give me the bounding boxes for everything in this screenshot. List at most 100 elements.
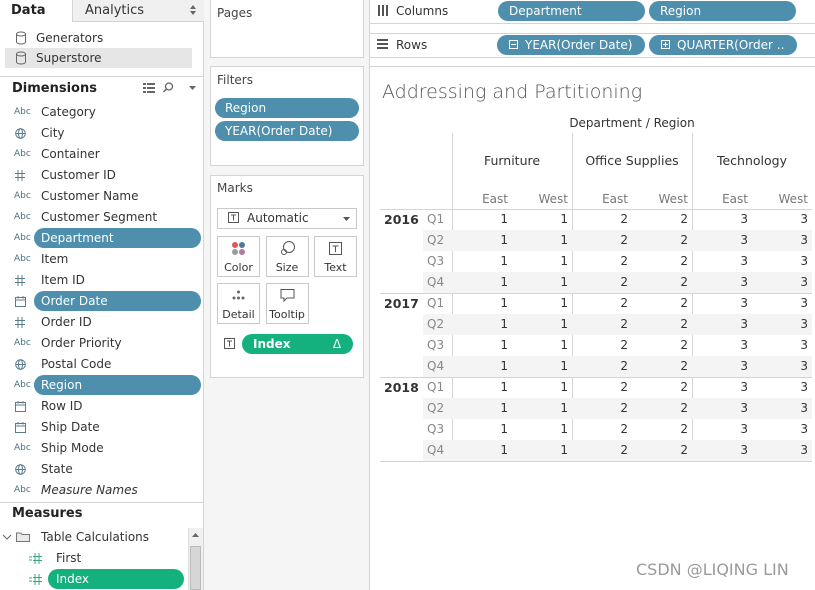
table-cell: 2 bbox=[680, 359, 688, 373]
dimension-field[interactable]: Order Priority bbox=[41, 336, 122, 350]
table-cell: 1 bbox=[500, 254, 508, 268]
horizontal-divider bbox=[380, 377, 812, 378]
type-icon-abc: Abc bbox=[14, 380, 31, 390]
filter-pill[interactable]: Region bbox=[215, 98, 359, 118]
row-band bbox=[423, 314, 812, 335]
table-cell: 2 bbox=[620, 401, 628, 415]
type-icon-geo bbox=[15, 359, 26, 370]
dimension-field[interactable]: Ship Mode bbox=[41, 441, 104, 455]
table-cell: 1 bbox=[560, 212, 568, 226]
measures-title: Measures bbox=[12, 506, 83, 521]
table-cell: 1 bbox=[560, 317, 568, 331]
table-cell: 1 bbox=[500, 422, 508, 436]
quarter-label: Q2 bbox=[427, 317, 445, 331]
table-cell: 2 bbox=[680, 422, 688, 436]
type-icon-date bbox=[15, 296, 26, 307]
dimension-field[interactable]: Postal Code bbox=[41, 357, 112, 371]
table-cell: 3 bbox=[800, 233, 808, 247]
type-icon-abc: Abc bbox=[14, 338, 31, 348]
quarter-label: Q4 bbox=[427, 359, 445, 373]
table-cell: 2 bbox=[620, 254, 628, 268]
separator bbox=[0, 502, 204, 503]
dimension-field[interactable]: Customer Name bbox=[41, 189, 139, 203]
dimension-field[interactable]: Ship Date bbox=[41, 420, 100, 434]
mark-button[interactable] bbox=[217, 283, 260, 324]
table-cell: 3 bbox=[740, 443, 748, 457]
mark-pill[interactable] bbox=[242, 334, 353, 354]
dimension-pill bbox=[34, 228, 201, 248]
dimension-field[interactable]: Department bbox=[41, 231, 114, 245]
table-cell: 3 bbox=[800, 422, 808, 436]
mark-type-icon bbox=[228, 212, 239, 223]
dimension-field[interactable]: Order Date bbox=[41, 294, 108, 308]
dimension-field[interactable]: Item bbox=[41, 252, 69, 266]
expand-icon bbox=[661, 40, 670, 49]
quarter-label: Q2 bbox=[427, 401, 445, 415]
vertical-divider bbox=[692, 133, 693, 461]
row-band bbox=[423, 230, 812, 251]
mark-pill-flag: Δ bbox=[332, 337, 342, 351]
table-cell: 1 bbox=[560, 338, 568, 352]
measure-field[interactable]: First bbox=[56, 551, 82, 565]
scrollbar-thumb bbox=[190, 546, 201, 590]
dimension-field[interactable]: State bbox=[41, 462, 73, 476]
filter-pill[interactable]: YEAR(Order Date) bbox=[215, 121, 359, 141]
table-cell: 3 bbox=[800, 296, 808, 310]
table-cell: 3 bbox=[800, 359, 808, 373]
dimension-field[interactable]: Measure Names bbox=[41, 483, 138, 497]
dimension-field[interactable]: Item ID bbox=[41, 273, 85, 287]
dimension-field[interactable]: Category bbox=[41, 105, 96, 119]
quarter-label: Q4 bbox=[427, 443, 445, 457]
quarter-label: Q2 bbox=[427, 233, 445, 247]
table-cell: 1 bbox=[500, 359, 508, 373]
mark-button-icon bbox=[329, 242, 342, 255]
column-pill[interactable]: Region bbox=[649, 1, 796, 21]
mark-button[interactable] bbox=[217, 236, 260, 277]
table-cell: 1 bbox=[560, 401, 568, 415]
table-cell: 2 bbox=[620, 296, 628, 310]
table-cell: 3 bbox=[740, 422, 748, 436]
column-pill[interactable]: Department bbox=[498, 1, 645, 21]
dimension-field[interactable]: Region bbox=[41, 378, 83, 392]
dimension-field[interactable]: City bbox=[41, 126, 65, 140]
row-band bbox=[423, 398, 812, 419]
mark-button[interactable] bbox=[265, 236, 309, 277]
table-cell: 3 bbox=[800, 401, 808, 415]
dimension-pill bbox=[34, 291, 201, 311]
table-cell: 1 bbox=[560, 380, 568, 394]
year-label: 2017 bbox=[384, 296, 419, 311]
type-icon-abc: Abc bbox=[14, 191, 31, 201]
dimension-field[interactable]: Row ID bbox=[41, 399, 83, 413]
measure-field[interactable]: Index bbox=[56, 572, 90, 586]
region-header: East bbox=[722, 192, 748, 206]
row-pill[interactable] bbox=[649, 35, 797, 55]
dimension-field[interactable]: Customer Segment bbox=[41, 210, 158, 224]
table-cell: 1 bbox=[500, 296, 508, 310]
dimensions-title: Dimensions bbox=[12, 81, 97, 96]
analytics-tab[interactable]: Analytics bbox=[72, 0, 204, 22]
dimension-field[interactable]: Customer ID bbox=[41, 168, 116, 182]
row-pill-label: QUARTER(Order .. bbox=[677, 38, 785, 52]
datasource[interactable]: Superstore bbox=[36, 51, 102, 65]
table-cell: 3 bbox=[800, 275, 808, 289]
sort-icon bbox=[190, 5, 196, 15]
table-cell: 2 bbox=[620, 317, 628, 331]
dimension-field[interactable]: Container bbox=[41, 147, 100, 161]
table-cell: 1 bbox=[560, 233, 568, 247]
dimension-field[interactable]: Order ID bbox=[41, 315, 92, 329]
menu-icon bbox=[189, 86, 196, 90]
filters-title: Filters bbox=[217, 73, 253, 87]
table-cell: 2 bbox=[620, 275, 628, 289]
table-cell: 2 bbox=[620, 380, 628, 394]
rows-title: Rows bbox=[396, 38, 428, 52]
region-header: East bbox=[482, 192, 508, 206]
datasource[interactable]: Generators bbox=[36, 31, 104, 45]
type-icon-abc: Abc bbox=[14, 212, 31, 222]
measure-folder[interactable]: Table Calculations bbox=[41, 530, 150, 544]
data-tab[interactable]: Data bbox=[11, 3, 46, 18]
mark-type[interactable]: Automatic bbox=[247, 211, 309, 225]
table-cell: 3 bbox=[800, 212, 808, 226]
row-pill[interactable] bbox=[497, 35, 645, 55]
type-icon-number bbox=[15, 317, 25, 328]
